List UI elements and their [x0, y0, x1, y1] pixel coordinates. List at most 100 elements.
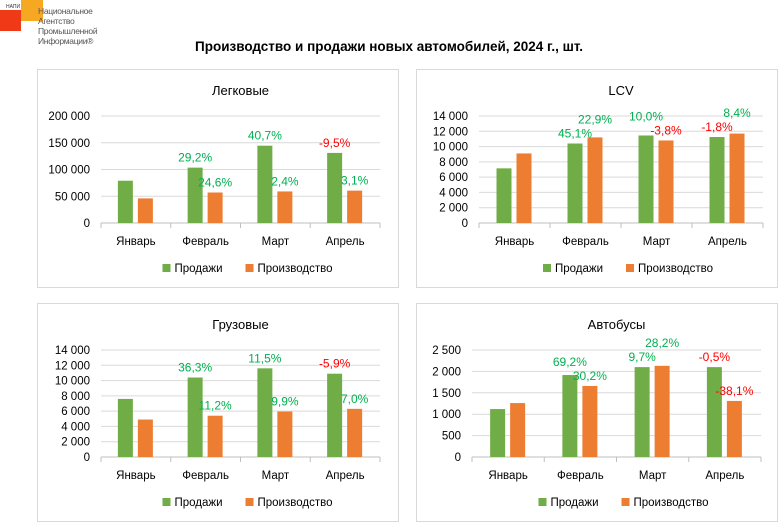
bar-sales: [496, 168, 512, 223]
bar-sales: [257, 368, 273, 457]
bar-sales: [187, 167, 203, 223]
category-label: Январь: [488, 470, 527, 482]
y-tick-label: 6 000: [439, 172, 468, 184]
y-tick-label: 4 000: [439, 187, 468, 199]
legend-swatch: [245, 264, 254, 272]
bar-production: [137, 198, 153, 223]
category-label: Апрель: [326, 236, 365, 248]
bar-sales: [117, 180, 133, 223]
bar-production: [207, 415, 223, 457]
data-label: -1,8%: [701, 120, 733, 134]
bar-production: [516, 153, 532, 223]
data-label: 69,2%: [553, 355, 587, 369]
bar-production: [587, 137, 603, 223]
data-label: -9,5%: [319, 136, 351, 150]
category-label: Февраль: [182, 470, 229, 482]
page-title: Производство и продажи новых автомобилей…: [195, 39, 583, 54]
y-tick-label: 2 000: [439, 203, 468, 215]
y-tick-label: 10 000: [433, 142, 468, 154]
bar-sales: [327, 152, 343, 223]
category-label: Февраль: [182, 236, 229, 248]
legend-swatch: [538, 498, 547, 506]
y-tick-label: 6 000: [61, 406, 90, 418]
legend-swatch: [626, 264, 634, 272]
y-tick-label: 1 500: [432, 388, 461, 400]
bar-production: [277, 411, 293, 457]
data-label: 30,2%: [573, 369, 607, 383]
bar-sales: [709, 137, 725, 223]
napi-logo: НАПИ Национальное Агентство Промышленной…: [0, 0, 120, 55]
bar-sales: [634, 367, 650, 457]
data-label: 9,9%: [271, 395, 299, 409]
data-label: 22,9%: [578, 113, 612, 127]
legend-label: Продажи: [551, 497, 599, 509]
bar-production: [582, 385, 598, 457]
bar-sales: [706, 367, 722, 457]
data-label: 11,2%: [199, 399, 232, 413]
bar-production: [277, 191, 293, 223]
chart-title: LCV: [608, 83, 634, 98]
category-label: Январь: [116, 236, 155, 248]
data-label: -38,1%: [715, 384, 753, 398]
data-label: 10,0%: [629, 109, 663, 123]
category-label: Март: [639, 470, 667, 482]
bar-sales: [117, 398, 133, 457]
data-label: 9,7%: [628, 350, 656, 364]
category-label: Апрель: [708, 236, 747, 248]
data-label: 2,4%: [271, 174, 299, 188]
logo-line: Информации®: [38, 36, 94, 46]
chart-buses: Автобусы 0 500 1 000 1 500 2 000 2 500 Январь Фе…: [416, 303, 778, 522]
bar-production: [207, 192, 223, 223]
data-label: 11,5%: [248, 351, 281, 365]
logo-abbr: НАПИ: [6, 4, 21, 10]
bar-production: [510, 403, 526, 457]
y-tick-label: 8 000: [61, 391, 90, 403]
category-label: Февраль: [557, 470, 604, 482]
logo-red-square: [0, 10, 21, 31]
y-tick-label: 14 000: [55, 345, 90, 357]
y-tick-label: 2 000: [432, 366, 461, 378]
legend-label: Производство: [638, 263, 713, 275]
bar-production: [347, 190, 363, 223]
bar-sales: [567, 143, 583, 223]
legend-swatch: [245, 498, 254, 506]
legend-label: Производство: [634, 497, 709, 509]
chart-trucks: Грузовые 0 2 000 4 000 6 000 8 000 10 000 12 00…: [37, 303, 399, 522]
data-label: 40,7%: [248, 129, 282, 143]
logo-line: Промышленной: [38, 26, 98, 36]
bar-production: [654, 365, 670, 457]
category-label: Апрель: [705, 470, 744, 482]
bar-sales: [257, 145, 273, 223]
logo-text: Национальное Агентство Промышленной Инфо…: [38, 6, 98, 46]
legend-swatch: [543, 264, 551, 272]
legend-swatch: [162, 498, 171, 506]
data-label: 29,2%: [178, 151, 212, 165]
y-tick-label: 200 000: [48, 111, 90, 123]
category-label: Март: [262, 236, 290, 248]
bar-sales: [638, 135, 654, 223]
y-tick-label: 0: [84, 452, 90, 464]
y-tick-label: 4 000: [61, 421, 90, 433]
logo-line: Агентство: [38, 16, 75, 26]
chart-title: Автобусы: [588, 317, 646, 332]
bar-production: [658, 140, 674, 223]
y-tick-label: 8 000: [439, 157, 468, 169]
data-label: -5,9%: [319, 357, 351, 371]
legend-label: Производство: [258, 497, 333, 509]
legend-label: Продажи: [175, 497, 223, 509]
y-tick-label: 14 000: [433, 111, 468, 123]
legend-swatch: [162, 264, 171, 272]
y-tick-label: 150 000: [48, 138, 90, 150]
y-tick-label: 0: [462, 218, 468, 230]
data-label: 8,4%: [723, 106, 751, 120]
category-label: Март: [643, 236, 671, 248]
bar-sales: [562, 375, 578, 457]
y-tick-label: 0: [84, 218, 90, 230]
legend-label: Продажи: [175, 263, 223, 275]
bar-production: [729, 133, 745, 223]
data-label: -0,5%: [699, 350, 731, 364]
bar-production: [726, 400, 742, 457]
logo-line: Национальное: [38, 6, 93, 16]
category-label: Январь: [116, 470, 155, 482]
category-label: Апрель: [326, 470, 365, 482]
